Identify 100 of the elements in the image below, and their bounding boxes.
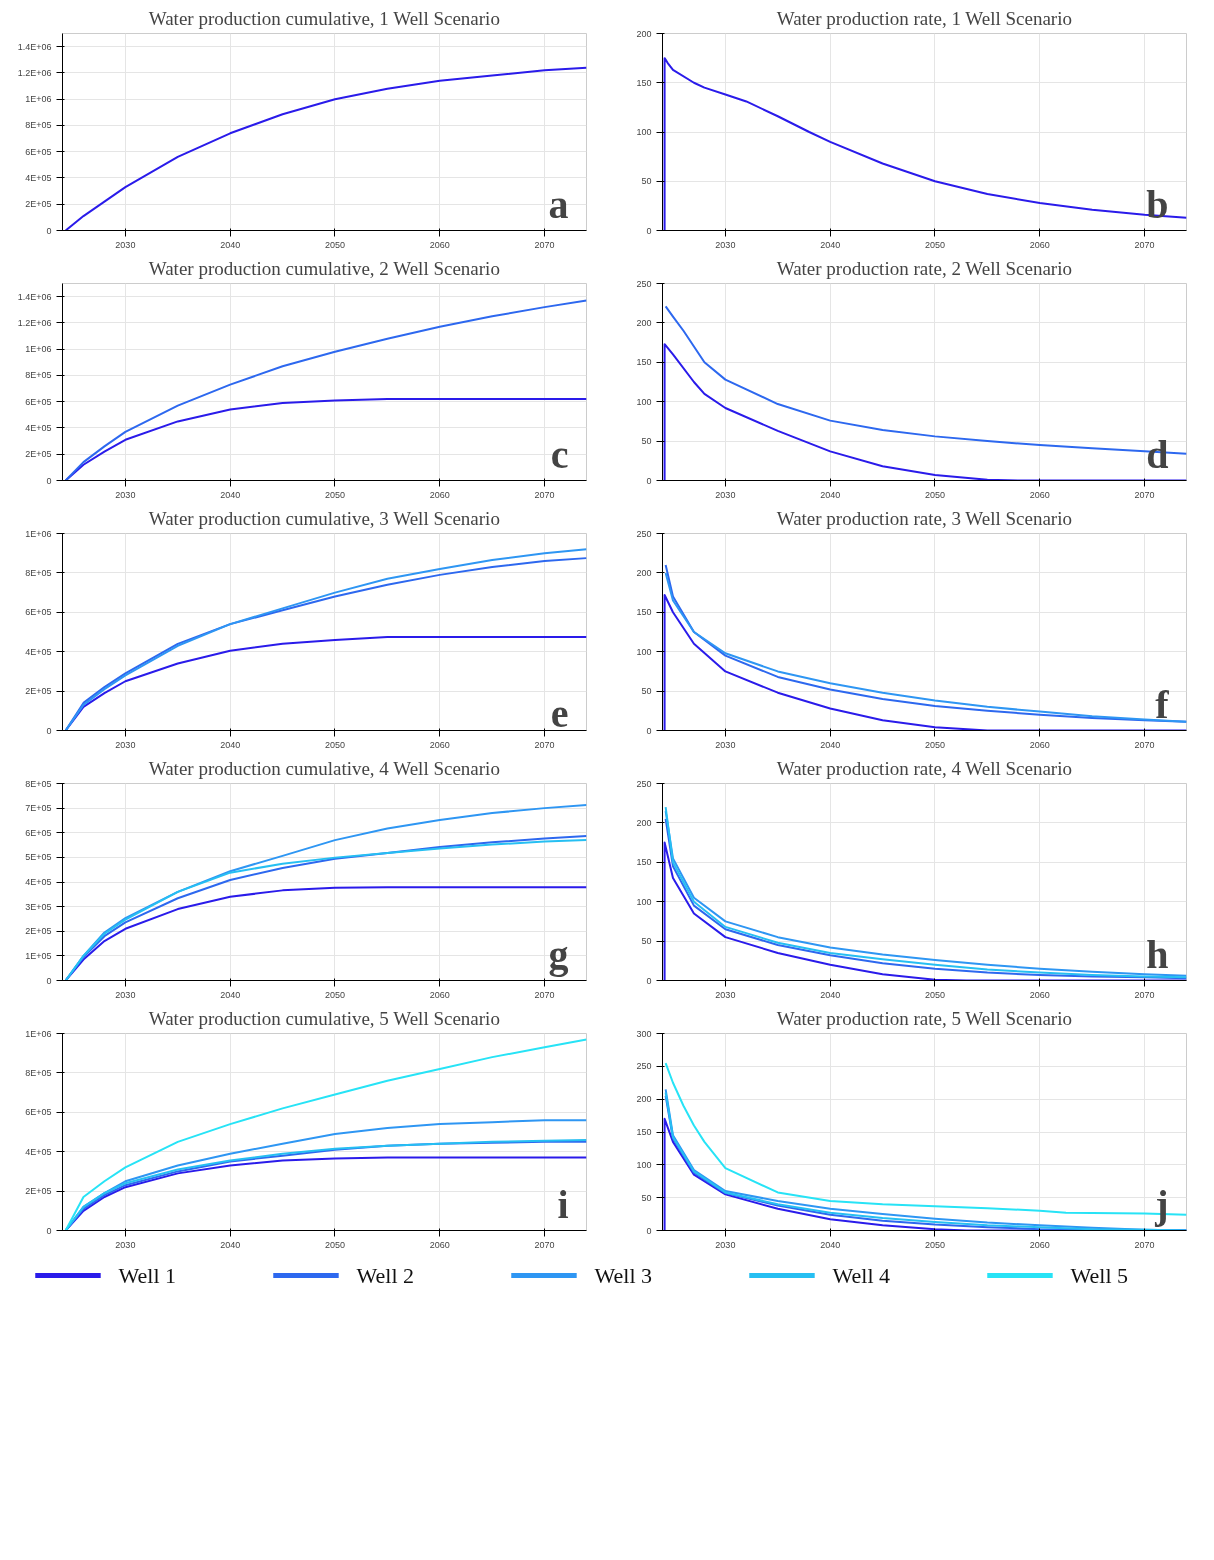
annotation: b bbox=[1146, 181, 1169, 227]
x-tick-label: 2050 bbox=[924, 739, 945, 750]
chart-title: Water production cumulative, 2 Well Scenario bbox=[148, 257, 500, 279]
y-tick-label: 1.4E+06 bbox=[17, 291, 52, 302]
y-tick-label: 0 bbox=[46, 225, 52, 236]
y-tick-label: 150 bbox=[636, 607, 652, 618]
x-tick-label: 2040 bbox=[820, 239, 841, 250]
chart-title: Water production cumulative, 1 Well Scenario bbox=[148, 7, 500, 29]
y-tick-label: 50 bbox=[641, 936, 652, 947]
y-tick-label: 0 bbox=[46, 475, 52, 486]
y-tick-label: 100 bbox=[636, 127, 652, 137]
y-tick-label: 7E+05 bbox=[25, 803, 52, 814]
y-tick-label: 2E+05 bbox=[25, 449, 52, 460]
x-tick-label: 2050 bbox=[924, 489, 945, 500]
y-tick-label: 2E+05 bbox=[25, 926, 52, 937]
y-tick-label: 3E+05 bbox=[25, 901, 52, 912]
y-tick-label: 1E+06 bbox=[25, 528, 52, 539]
y-tick-label: 0 bbox=[646, 725, 652, 736]
y-tick-label: 1E+05 bbox=[25, 950, 52, 961]
y-tick-label: 2E+05 bbox=[25, 686, 52, 697]
x-tick-label: 2060 bbox=[429, 239, 450, 250]
x-tick-label: 2040 bbox=[820, 989, 841, 1000]
annotation: g bbox=[548, 931, 569, 977]
x-tick-label: 2060 bbox=[429, 1239, 450, 1250]
legend-label: Well 5 bbox=[1070, 1263, 1129, 1288]
y-tick-label: 4E+05 bbox=[25, 422, 52, 433]
y-tick-label: 2E+05 bbox=[25, 1186, 52, 1197]
chart-title: Water production cumulative, 5 Well Scenario bbox=[148, 1007, 500, 1029]
x-tick-label: 2070 bbox=[1134, 989, 1155, 1000]
y-tick-label: 200 bbox=[636, 817, 652, 828]
x-tick-label: 2070 bbox=[1134, 739, 1155, 750]
y-tick-label: 200 bbox=[636, 567, 652, 578]
y-tick-label: 50 bbox=[641, 1192, 652, 1203]
x-tick-label: 2030 bbox=[115, 989, 136, 1000]
y-tick-label: 6E+05 bbox=[25, 827, 52, 838]
x-tick-label: 2030 bbox=[715, 489, 736, 500]
chart-title: Water production rate, 2 Well Scenario bbox=[776, 257, 1072, 279]
x-tick-label: 2060 bbox=[429, 739, 450, 750]
x-tick-label: 2030 bbox=[715, 739, 736, 750]
y-tick-label: 1.2E+06 bbox=[17, 317, 52, 328]
x-tick-label: 2040 bbox=[820, 489, 841, 500]
y-tick-label: 0 bbox=[646, 475, 652, 486]
chart-title: Water production rate, 1 Well Scenario bbox=[776, 7, 1072, 29]
y-tick-label: 150 bbox=[636, 357, 652, 368]
x-tick-label: 2060 bbox=[1029, 739, 1050, 750]
y-tick-label: 8E+05 bbox=[25, 370, 52, 381]
x-tick-label: 2050 bbox=[324, 489, 345, 500]
x-tick-label: 2040 bbox=[820, 1239, 841, 1250]
y-tick-label: 2E+05 bbox=[25, 199, 52, 210]
x-tick-label: 2040 bbox=[220, 989, 241, 1000]
x-tick-label: 2050 bbox=[324, 739, 345, 750]
y-tick-label: 50 bbox=[641, 686, 652, 697]
x-tick-label: 2030 bbox=[715, 239, 736, 250]
chart-title: Water production cumulative, 4 Well Scenario bbox=[148, 757, 500, 779]
x-tick-label: 2060 bbox=[1029, 989, 1050, 1000]
y-tick-label: 8E+05 bbox=[25, 778, 52, 789]
x-tick-label: 2040 bbox=[220, 739, 241, 750]
y-tick-label: 200 bbox=[636, 317, 652, 328]
x-tick-label: 2060 bbox=[1029, 1239, 1050, 1250]
chart-title: Water production rate, 4 Well Scenario bbox=[776, 757, 1072, 779]
x-tick-label: 2070 bbox=[534, 1239, 555, 1250]
legend-label: Well 3 bbox=[594, 1263, 653, 1288]
y-tick-label: 250 bbox=[636, 528, 652, 539]
y-tick-label: 100 bbox=[636, 1159, 652, 1170]
y-tick-label: 1E+06 bbox=[25, 1028, 52, 1039]
annotation: i bbox=[557, 1181, 569, 1227]
y-tick-label: 6E+05 bbox=[25, 396, 52, 407]
x-tick-label: 2060 bbox=[429, 489, 450, 500]
y-tick-label: 4E+05 bbox=[25, 1146, 52, 1157]
y-tick-label: 150 bbox=[636, 1127, 652, 1137]
x-tick-label: 2050 bbox=[324, 1239, 345, 1250]
x-tick-label: 2070 bbox=[534, 239, 555, 250]
x-tick-label: 2070 bbox=[1134, 239, 1155, 250]
y-tick-label: 4E+05 bbox=[25, 646, 52, 657]
y-tick-label: 4E+05 bbox=[25, 172, 52, 183]
y-tick-label: 0 bbox=[46, 975, 52, 986]
y-tick-label: 0 bbox=[46, 1225, 52, 1236]
y-tick-label: 8E+05 bbox=[25, 1067, 52, 1078]
y-tick-label: 250 bbox=[636, 278, 652, 289]
y-tick-label: 6E+05 bbox=[25, 1107, 52, 1118]
x-tick-label: 2040 bbox=[220, 239, 241, 250]
x-tick-label: 2030 bbox=[715, 1239, 736, 1250]
x-tick-label: 2060 bbox=[1029, 239, 1050, 250]
y-tick-label: 250 bbox=[636, 778, 652, 789]
y-tick-label: 8E+05 bbox=[25, 120, 52, 131]
annotation: c bbox=[550, 431, 569, 477]
x-tick-label: 2070 bbox=[534, 489, 555, 500]
y-tick-label: 50 bbox=[641, 176, 652, 187]
x-tick-label: 2030 bbox=[115, 489, 136, 500]
y-tick-label: 50 bbox=[641, 436, 652, 447]
y-tick-label: 0 bbox=[646, 1225, 652, 1236]
y-tick-label: 4E+05 bbox=[25, 877, 52, 887]
x-tick-label: 2060 bbox=[1029, 489, 1050, 500]
y-tick-label: 200 bbox=[636, 1094, 652, 1105]
annotation: a bbox=[548, 181, 569, 227]
annotation: f bbox=[1155, 681, 1170, 727]
x-tick-label: 2050 bbox=[324, 989, 345, 1000]
x-tick-label: 2070 bbox=[1134, 1239, 1155, 1250]
x-tick-label: 2050 bbox=[924, 239, 945, 250]
y-tick-label: 0 bbox=[646, 225, 652, 236]
